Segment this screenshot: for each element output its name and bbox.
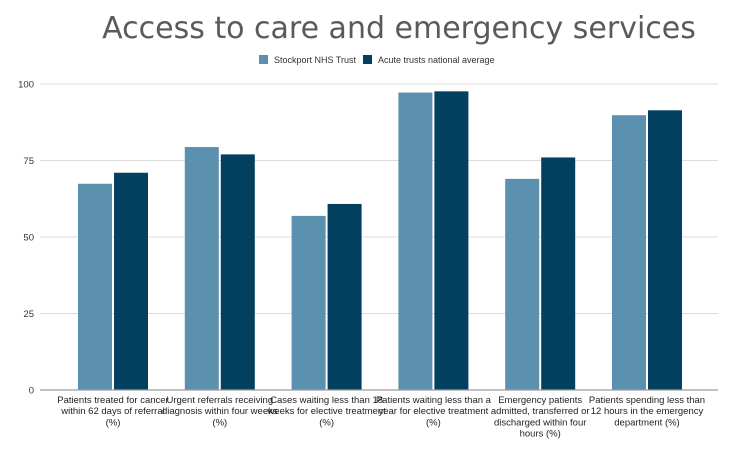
bar-stockport — [398, 92, 433, 391]
x-tick-label-line: admitted, transferred or — [491, 406, 590, 417]
bar-national-average — [114, 172, 148, 390]
x-tick-label-line: (%) — [426, 417, 441, 428]
x-tick-label-line: weeks for elective treatment — [266, 406, 386, 417]
bar-national-average — [220, 154, 255, 390]
x-tick-label-line: within 62 days of referral — [60, 406, 165, 417]
x-tick-label-line: discharged within four — [494, 417, 586, 428]
x-tick-label-line: (%) — [106, 417, 121, 428]
y-tick-label: 75 — [23, 156, 34, 167]
y-tick-label: 0 — [29, 386, 34, 397]
legend-label: Acute trusts national average — [378, 55, 495, 65]
bar-national-average — [648, 110, 682, 390]
legend-swatch — [363, 55, 372, 64]
x-tick-label: Patients treated for cancer within 62 day… — [57, 395, 168, 428]
x-tick-label-line: Patients treated for cancer — [57, 395, 168, 406]
x-tick-label-line: hours (%) — [520, 429, 561, 440]
bar-stockport — [612, 115, 646, 390]
legend-swatch — [259, 55, 268, 64]
legend-item: Acute trusts national average — [363, 55, 495, 65]
x-tick-label-line: Patients waiting less than a — [376, 395, 492, 406]
x-tick-label-line: diagnosis within four weeks — [162, 406, 278, 417]
legend-label: Stockport NHS Trust — [274, 55, 357, 65]
bars — [78, 91, 682, 391]
x-tick-label-line: 12 hours in the emergency — [591, 406, 704, 417]
gridlines — [40, 83, 718, 314]
x-tick-label-line: Emergency patients — [498, 395, 582, 406]
bar-national-average — [541, 157, 576, 390]
bar-stockport — [291, 215, 326, 390]
bar-stockport — [505, 178, 540, 390]
bar-stockport — [184, 147, 219, 390]
x-tick-label: Urgent referrals receiving diagnosis with… — [162, 395, 278, 428]
x-tick-label-line: Urgent referrals receiving — [166, 395, 273, 406]
x-tick-label-line: Patients spending less than — [589, 395, 705, 406]
y-tick-label: 25 — [23, 309, 34, 320]
x-tick-label: Patients waiting less than a year for ele… — [376, 395, 492, 428]
bar-national-average — [434, 91, 469, 391]
legend: Stockport NHS Trust Acute trusts national… — [259, 55, 495, 65]
x-tick-label: Emergency patients admitted, transferred … — [491, 395, 590, 440]
x-tick-label: Cases waiting less than 18 weeks for elec… — [266, 395, 386, 428]
y-axis: 0 25 50 75 100 — [18, 80, 34, 397]
x-tick-label-line: (%) — [212, 417, 227, 428]
x-tick-label-line: department (%) — [614, 417, 679, 428]
y-tick-label: 100 — [18, 80, 34, 91]
bar-national-average — [327, 203, 362, 390]
x-tick-label-line: (%) — [319, 417, 334, 428]
x-axis: Patients treated for cancer within 62 day… — [40, 389, 718, 440]
x-tick-label: Patients spending less than 12 hours in t… — [589, 395, 705, 428]
x-tick-label-line: Cases waiting less than 18 — [270, 395, 383, 406]
legend-item: Stockport NHS Trust — [259, 55, 357, 65]
chart-title: Access to care and emergency services — [102, 11, 696, 46]
bar-stockport — [78, 183, 112, 390]
y-tick-label: 50 — [23, 233, 34, 244]
x-tick-label-line: year for elective treatment — [378, 406, 488, 417]
